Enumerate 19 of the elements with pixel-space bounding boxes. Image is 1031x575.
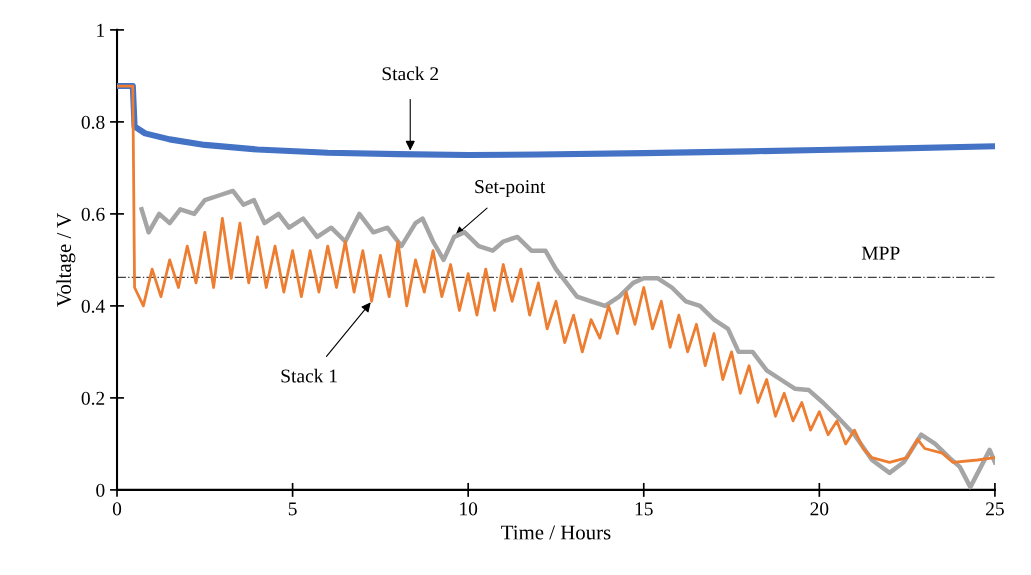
line-series: [117, 84, 995, 464]
y-tick-label: 0.2: [81, 391, 105, 405]
x-tick-label: 0: [112, 502, 122, 516]
y-axis-title: Voltage / V: [56, 213, 76, 307]
x-axis-title: Time / Hours: [501, 525, 611, 540]
x-tick-label: 25: [986, 502, 1004, 516]
x-tick-label: 10: [460, 502, 478, 516]
x-tick-label: 5: [288, 502, 297, 516]
x-tick-label: 15: [635, 502, 653, 516]
annotation: Stack 2: [382, 66, 439, 81]
y-tick-label: 0.4: [81, 299, 105, 313]
x-tick-label: 20: [810, 502, 829, 516]
y-tick-label: 0.8: [81, 115, 105, 129]
y-tick-label: 0: [96, 483, 105, 497]
annotation: Stack 1: [281, 368, 337, 383]
y-tick-label: 1: [97, 23, 105, 37]
y-tick-label: 0.6: [81, 207, 105, 221]
annotation: Set-point: [475, 180, 546, 198]
ref-line-label: MPP: [861, 246, 900, 260]
